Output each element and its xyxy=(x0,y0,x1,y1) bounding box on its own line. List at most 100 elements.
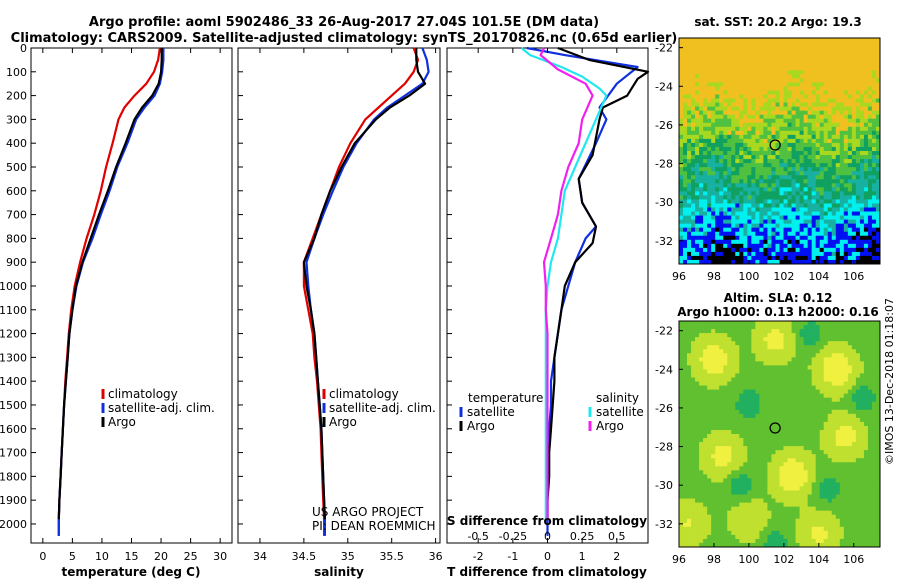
map-cell xyxy=(844,442,848,446)
map-cell xyxy=(727,171,731,175)
map-cell xyxy=(679,54,683,58)
map-cell xyxy=(755,353,759,357)
map-cell xyxy=(691,183,695,187)
map-cell xyxy=(759,382,763,386)
map-cell xyxy=(832,220,836,224)
map-cell xyxy=(872,163,876,167)
map-cell xyxy=(759,256,763,260)
map-cell xyxy=(775,466,779,470)
map-cell xyxy=(852,470,856,474)
map-cell xyxy=(731,248,735,252)
map-cell xyxy=(747,378,751,382)
map-cell xyxy=(844,462,848,466)
map-cell xyxy=(828,329,832,333)
map-cell xyxy=(739,244,743,248)
map-cell xyxy=(780,458,784,462)
map-cell xyxy=(832,248,836,252)
map-cell xyxy=(840,123,844,127)
map-cell xyxy=(683,42,687,46)
map-cell xyxy=(832,418,836,422)
map-cell xyxy=(868,462,872,466)
map-cell xyxy=(715,357,719,361)
map-cell xyxy=(727,159,731,163)
map-cell xyxy=(808,450,812,454)
map-cell xyxy=(820,410,824,414)
map-cell xyxy=(780,74,784,78)
map-cell xyxy=(763,341,767,345)
map-cell xyxy=(784,99,788,103)
map-cell xyxy=(804,236,808,240)
map-cell xyxy=(808,232,812,236)
map-cell xyxy=(763,199,767,203)
map-cell xyxy=(695,402,699,406)
map-cell xyxy=(703,248,707,252)
map-cell xyxy=(840,236,844,240)
map-cell xyxy=(715,446,719,450)
map-cell xyxy=(751,256,755,260)
map-cell xyxy=(804,402,808,406)
map-cell xyxy=(727,466,731,470)
map-cell xyxy=(844,203,848,207)
map-cell xyxy=(759,438,763,442)
map-cell xyxy=(852,90,856,94)
map-cell xyxy=(771,353,775,357)
map-cell xyxy=(731,430,735,434)
map-cell xyxy=(683,78,687,82)
map-cell xyxy=(679,86,683,90)
map-cell xyxy=(759,179,763,183)
map-cell xyxy=(747,462,751,466)
map-cell xyxy=(820,236,824,240)
map-cell xyxy=(719,191,723,195)
map-cell xyxy=(739,171,743,175)
map-cell xyxy=(864,398,868,402)
map-cell xyxy=(864,386,868,390)
map-cell xyxy=(816,418,820,422)
map-cell xyxy=(836,127,840,131)
map-cell xyxy=(747,171,751,175)
map-cell xyxy=(763,70,767,74)
map-cell xyxy=(727,216,731,220)
map-cell xyxy=(707,470,711,474)
map-cell xyxy=(763,398,767,402)
map-cell xyxy=(755,103,759,107)
map-cell xyxy=(788,353,792,357)
map-cell xyxy=(747,252,751,256)
map-cell xyxy=(864,337,868,341)
map-cell xyxy=(731,199,735,203)
map-cell xyxy=(844,361,848,365)
map-cell xyxy=(687,107,691,111)
map-cell xyxy=(808,115,812,119)
map-cell xyxy=(775,195,779,199)
map-cell xyxy=(864,62,868,66)
map-cell xyxy=(743,54,747,58)
map-cell xyxy=(836,390,840,394)
map-cell xyxy=(703,58,707,62)
map-cell xyxy=(755,466,759,470)
map-cell xyxy=(792,199,796,203)
map-cell xyxy=(699,373,703,377)
map-cell xyxy=(751,373,755,377)
map-cell xyxy=(711,236,715,240)
map-cell xyxy=(796,256,800,260)
map-cell xyxy=(804,244,808,248)
map-cell xyxy=(784,220,788,224)
map-cell xyxy=(780,337,784,341)
map-cell xyxy=(739,99,743,103)
map-cell xyxy=(751,212,755,216)
map-cell xyxy=(739,329,743,333)
map-cell xyxy=(816,240,820,244)
map-cell xyxy=(747,191,751,195)
map-cell xyxy=(763,458,767,462)
map-cell xyxy=(771,361,775,365)
map-cell xyxy=(699,240,703,244)
map-cell xyxy=(868,446,872,450)
map-cell xyxy=(812,450,816,454)
map-cell xyxy=(687,187,691,191)
map-cell xyxy=(747,127,751,131)
map-cell xyxy=(816,191,820,195)
map-cell xyxy=(824,131,828,135)
map-cell xyxy=(792,382,796,386)
map-cell xyxy=(792,203,796,207)
map-cell xyxy=(719,402,723,406)
map-cell xyxy=(836,414,840,418)
